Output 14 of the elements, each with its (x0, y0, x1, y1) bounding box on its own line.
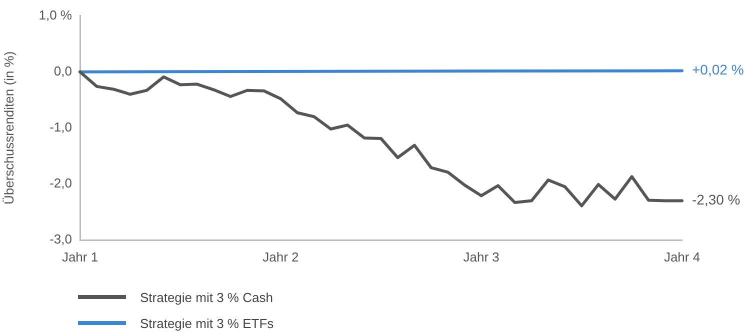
x-tick-label: Jahr 4 (664, 249, 700, 264)
x-tick-label: Jahr 1 (62, 249, 98, 264)
y-axis-title: Überschussrenditen (in %) (1, 51, 16, 204)
y-tick-label: 1,0 % (38, 7, 72, 22)
y-tick-label: -2,0 (50, 176, 72, 191)
legend-label: Strategie mit 3 % ETFs (140, 316, 274, 330)
legend-label: Strategie mit 3 % Cash (140, 290, 273, 304)
y-tick-label: -1,0 (50, 119, 72, 134)
data-label: +0,02 % (692, 62, 744, 78)
x-tick-label: Jahr 3 (463, 249, 500, 264)
y-tick-label: 0,0 (54, 63, 72, 78)
y-tick-label: -3,0 (50, 232, 72, 247)
data-label: -2,30 % (692, 192, 740, 208)
x-tick-label: Jahr 2 (262, 249, 299, 264)
